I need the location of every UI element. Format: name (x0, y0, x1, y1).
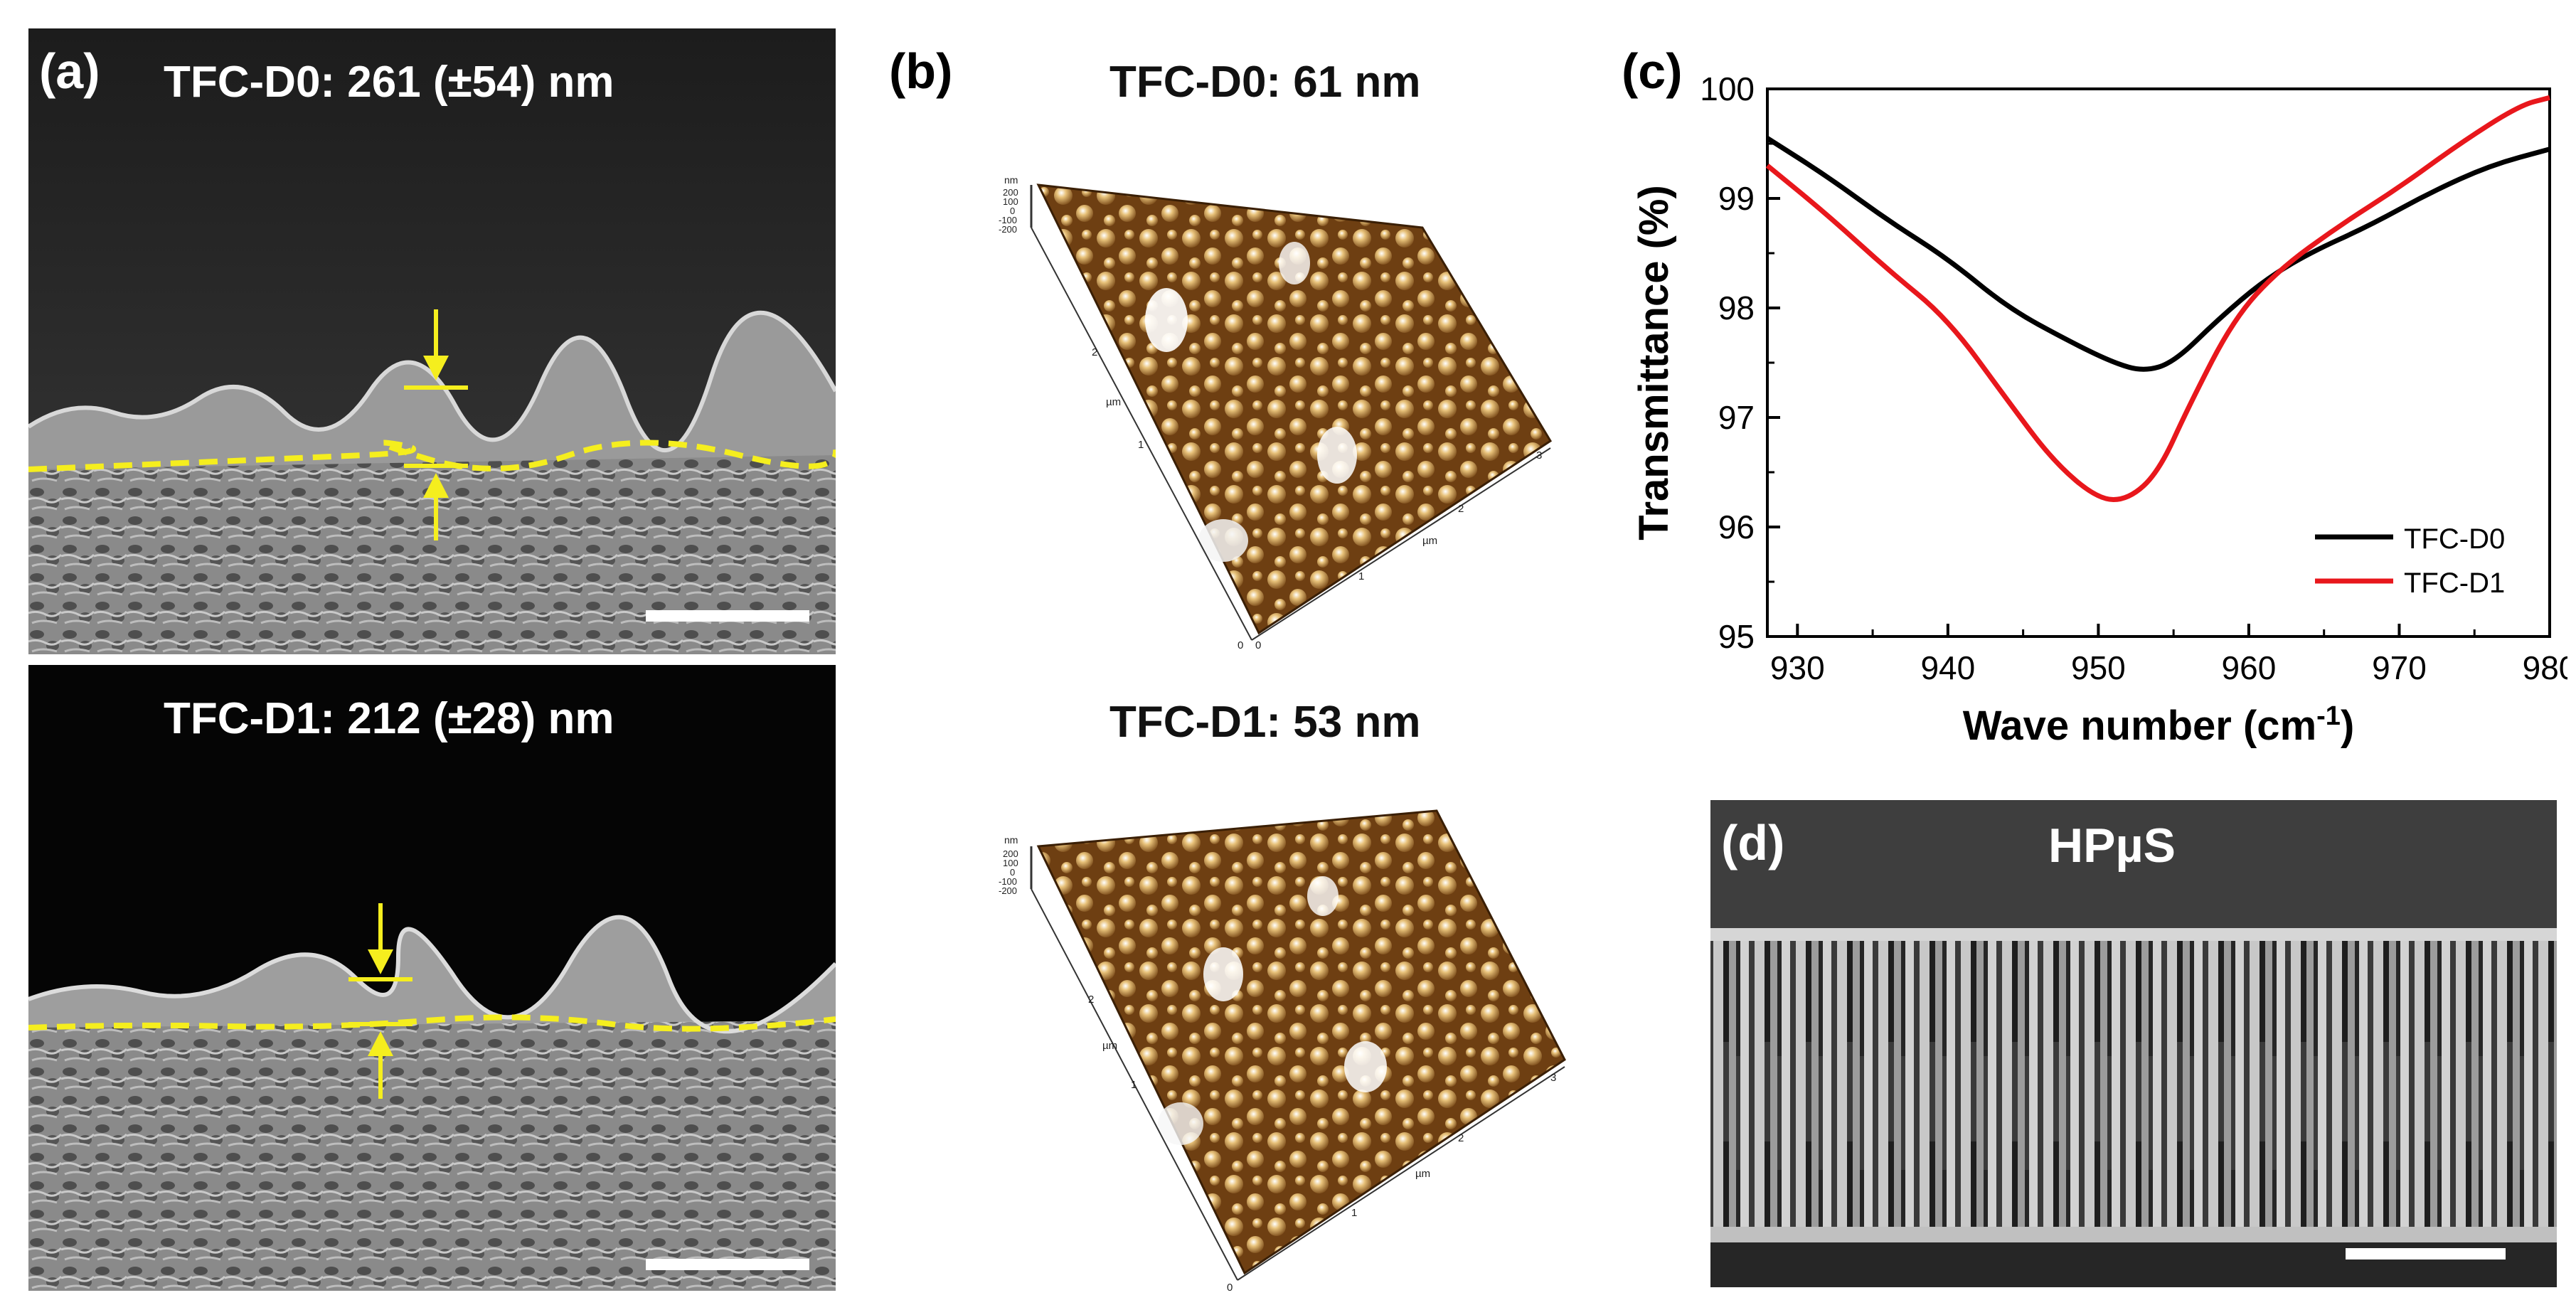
y-tick-label-99: 99 (1718, 180, 1755, 217)
x-axis-label: Wave number (cm-1) (1963, 701, 2355, 749)
svg-text:-200: -200 (999, 224, 1017, 235)
panel-label-c: (c) (1622, 43, 1683, 99)
svg-text:100: 100 (1003, 196, 1018, 207)
svg-text:µm: µm (1422, 535, 1437, 547)
svg-text:1: 1 (1358, 570, 1364, 582)
panel-label-a: (a) (39, 43, 100, 99)
svg-text:µm: µm (1415, 1168, 1430, 1180)
afm-axis-unit: nm (1004, 174, 1018, 186)
svg-text:3: 3 (1536, 449, 1542, 462)
svg-text:1: 1 (1351, 1207, 1357, 1219)
sem-title-hpus: HPµS (2048, 819, 2176, 873)
afm-title-tfc-d0: TFC-D0: 61 nm (1109, 58, 1421, 107)
x-tick-label-950: 950 (2071, 649, 2126, 686)
svg-text:0: 0 (1255, 639, 1261, 651)
afm-axis-unit: nm (1004, 834, 1018, 846)
y-tick-label-96: 96 (1718, 508, 1755, 545)
x-tick-label-930: 930 (1770, 649, 1825, 686)
series-line-tfc-d0 (1766, 136, 2550, 372)
svg-text:µm: µm (1102, 1040, 1117, 1052)
x-tick-label-960: 960 (2222, 649, 2277, 686)
x-tick-label-940: 940 (1920, 649, 1975, 686)
sem-image-tfc-d0 (28, 28, 836, 654)
svg-text:-100: -100 (999, 876, 1017, 887)
svg-text:0: 0 (1227, 1282, 1233, 1294)
y-tick-label-97: 97 (1718, 399, 1755, 436)
series-line-tfc-d1 (1765, 95, 2553, 502)
sem-texture-hpus (1710, 800, 2557, 1287)
legend-label-tfc-d0: TFC-D0 (2404, 523, 2505, 555)
panel-label-d: (d) (1721, 815, 1785, 870)
svg-text:2: 2 (1088, 994, 1094, 1006)
svg-text:100: 100 (1003, 858, 1018, 868)
svg-text:2: 2 (1458, 503, 1464, 515)
afm-surface-tfc-d0: nm 200 100 0 -100 -200 0 0 1 2 µm 1 µm 2… (999, 174, 1553, 651)
x-tick-label-970: 970 (2372, 649, 2427, 686)
scale-bar (2346, 1248, 2506, 1260)
sem-texture-bottom (28, 665, 836, 1291)
x-tick-label-980: 980 (2523, 649, 2567, 686)
sem-image-hpus (1710, 800, 2557, 1287)
afm-title-tfc-d1: TFC-D1: 53 nm (1109, 698, 1421, 747)
svg-text:200: 200 (1003, 848, 1018, 859)
svg-text:-100: -100 (999, 215, 1017, 225)
y-tick-label-100: 100 (1700, 70, 1755, 107)
svg-text:0: 0 (1010, 206, 1015, 216)
transmittance-chart: 930 940 950 960 970 980 95 96 97 98 99 100 Wave numb… (1622, 43, 2576, 768)
svg-text:µm: µm (1106, 396, 1121, 408)
sem-image-tfc-d1 (28, 665, 836, 1291)
y-tick-label-98: 98 (1718, 289, 1755, 326)
sem-title-tfc-d0: TFC-D0: 261 (±54) nm (164, 58, 614, 107)
y-tick-label-95: 95 (1718, 618, 1755, 655)
panel-label-b: (b) (889, 43, 953, 99)
svg-text:1: 1 (1138, 439, 1144, 451)
svg-text:0: 0 (1238, 639, 1243, 651)
svg-text:200: 200 (1003, 187, 1018, 198)
legend-label-tfc-d1: TFC-D1 (2404, 568, 2505, 599)
svg-text:2: 2 (1092, 346, 1097, 358)
chart-svg: 930 940 950 960 970 980 95 96 97 98 99 100 Wave numb… (1631, 70, 2576, 749)
y-axis-label: Transmittance (%) (1631, 185, 1677, 540)
svg-text:-200: -200 (999, 885, 1017, 896)
svg-text:1: 1 (1131, 1079, 1137, 1091)
svg-text:3: 3 (1550, 1072, 1556, 1084)
svg-text:2: 2 (1458, 1132, 1464, 1144)
svg-text:0: 0 (1010, 867, 1015, 878)
sem-title-tfc-d1: TFC-D1: 212 (±28) nm (164, 694, 614, 743)
sem-texture-top (28, 28, 836, 654)
scale-bar (646, 610, 809, 622)
scale-bar (646, 1259, 809, 1270)
afm-surface-tfc-d1: nm 200 100 0 -100 -200 0 1 2 µm 1 µm 2 3 (999, 809, 1566, 1294)
